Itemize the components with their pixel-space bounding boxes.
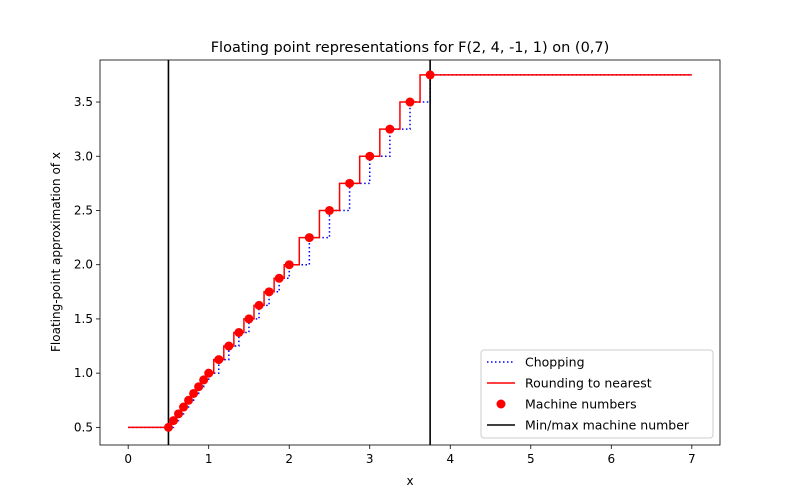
machine-number-point [274, 273, 284, 283]
machine-number-point [264, 287, 274, 297]
plot-frame [99, 59, 721, 446]
machine-number-point [324, 205, 334, 215]
machine-number-point [184, 395, 194, 405]
x-tick-label: 3 [366, 452, 374, 466]
y-tick-label: 2.5 [74, 203, 93, 217]
x-tick-label: 2 [285, 452, 293, 466]
legend-swatch-machine-numbers [496, 399, 506, 409]
y-axis: 0.5 1.0 1.5 2.0 2.5 3.0 3.5 [74, 95, 100, 434]
legend-label: Machine numbers [525, 397, 637, 412]
machine-number-point [224, 341, 234, 351]
machine-number-point [199, 375, 209, 385]
y-tick-label: 1.5 [74, 312, 93, 326]
machine-number-point [304, 233, 314, 243]
x-tick-label: 7 [688, 452, 696, 466]
machine-number-point [345, 178, 355, 188]
machine-number-point [244, 314, 254, 324]
machine-number-point [189, 388, 199, 398]
machine-number-point [284, 260, 294, 270]
machine-number-point [214, 355, 224, 365]
series-chopping-line [128, 74, 692, 429]
machine-number-point [425, 70, 435, 80]
machine-number-point [204, 368, 214, 378]
machine-number-point [194, 382, 204, 392]
y-tick-label: 3.0 [74, 149, 93, 163]
legend-label: Rounding to nearest [525, 376, 652, 391]
plot-area [128, 60, 692, 445]
x-tick-label: 1 [205, 452, 213, 466]
legend-label: Chopping [525, 355, 585, 370]
legend-label: Min/max machine number [525, 418, 690, 433]
x-tick-label: 4 [446, 452, 454, 466]
legend-frame [480, 349, 714, 439]
machine-number-point [365, 151, 375, 161]
y-tick-label: 1.0 [74, 366, 93, 380]
y-tick-label: 3.5 [74, 95, 93, 109]
machine-number-point [405, 97, 415, 107]
y-tick-label: 0.5 [74, 420, 93, 434]
x-tick-label: 0 [124, 452, 132, 466]
y-axis-label: Floating-point approximation of x [49, 152, 63, 352]
machine-number-point [179, 402, 189, 412]
machine-number-point [385, 124, 395, 134]
x-axis-label: x [406, 474, 413, 488]
x-axis: 0 1 2 3 4 5 6 7 [124, 445, 696, 466]
x-tick-label: 6 [607, 452, 615, 466]
legend: Chopping Rounding to nearest Machine numbe… [480, 349, 714, 439]
machine-number-point [174, 409, 184, 419]
x-tick-label: 5 [527, 452, 535, 466]
machine-number-point [163, 422, 173, 432]
machine-number-point [254, 300, 264, 310]
chart-title: Floating point representations for F(2, … [211, 40, 610, 56]
y-tick-label: 2.0 [74, 258, 93, 272]
machine-number-point [234, 327, 244, 337]
machine-number-point [168, 416, 178, 426]
